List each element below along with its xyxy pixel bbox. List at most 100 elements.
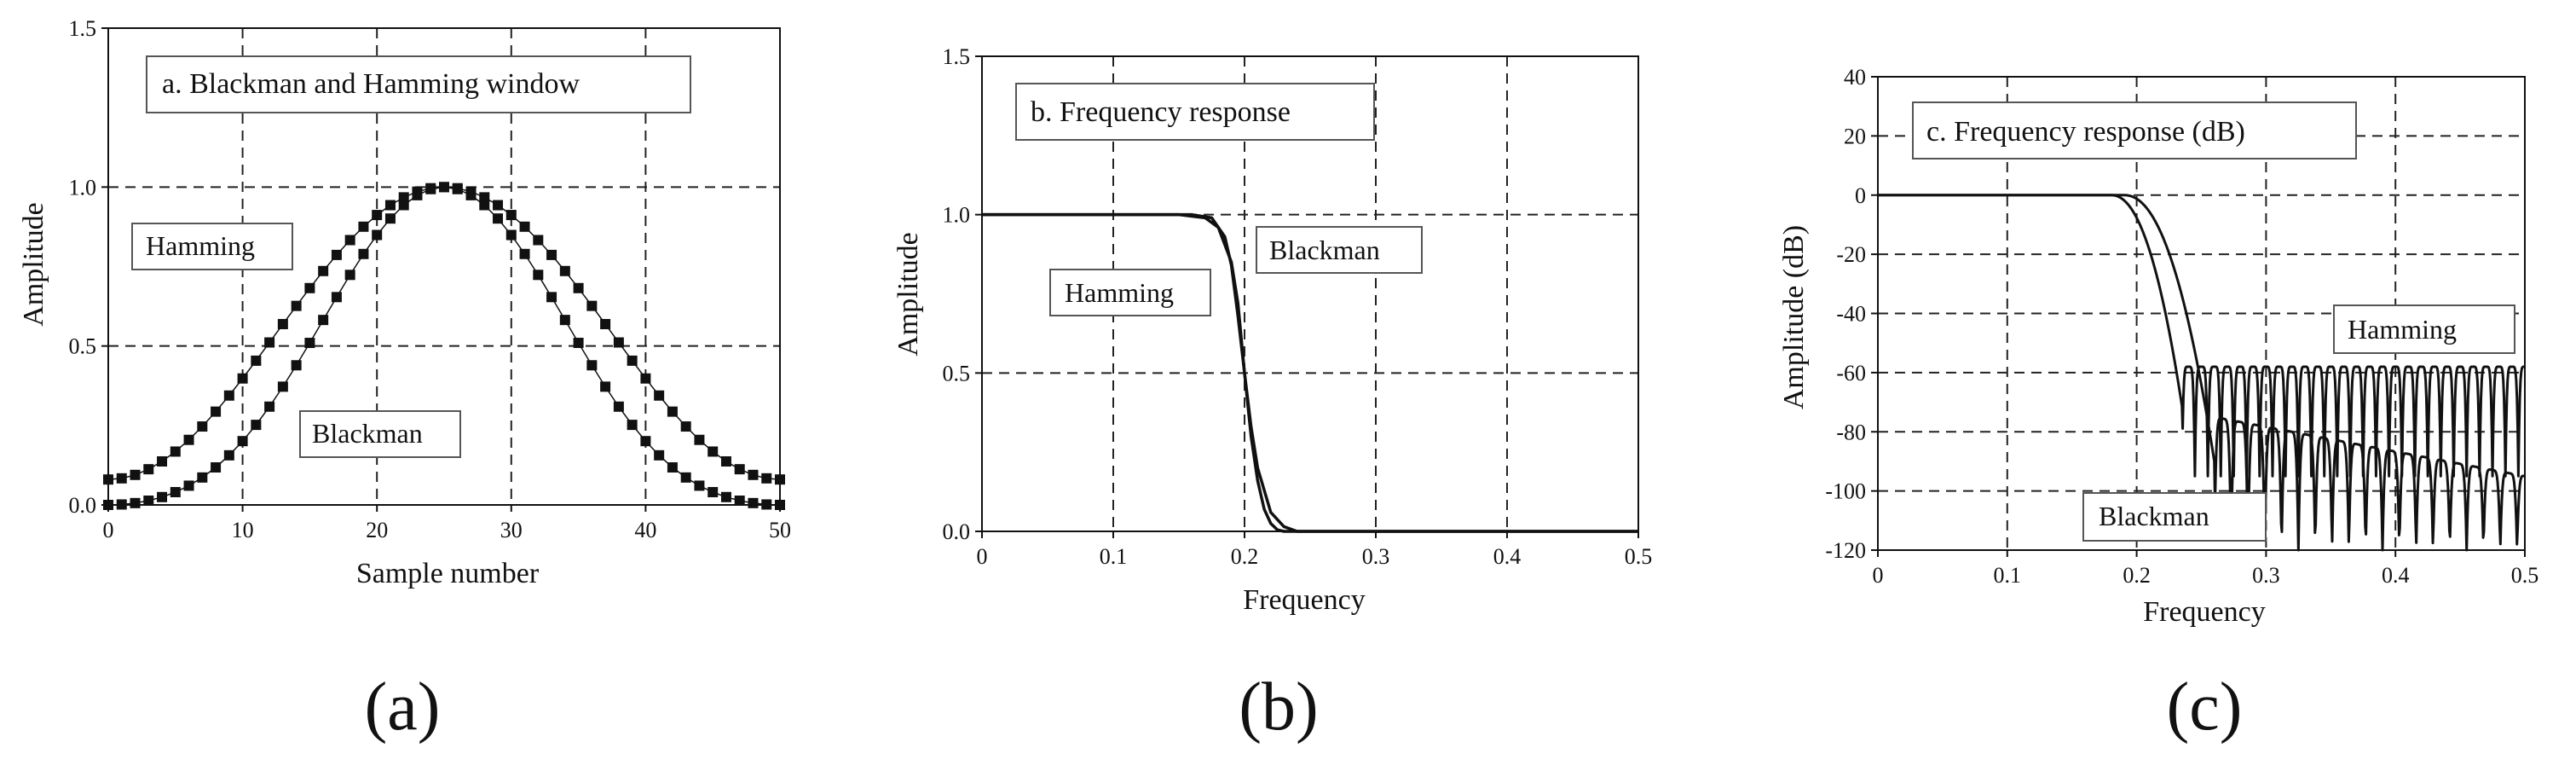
data-point-hamming — [479, 192, 490, 203]
panel-c-frequency-response-db: 0 0.1 0.2 0.3 0.4 0.5 40 20 0 -20 -40 -60 -80 -100 -12… — [1778, 65, 2538, 745]
legend-blackman-label-b: Blackman — [1269, 235, 1380, 265]
x-axis-title-a: Sample number — [356, 558, 540, 589]
y-axis-title-a: Amplitude — [18, 202, 49, 326]
data-point-hamming — [654, 390, 665, 401]
data-point-blackman — [384, 213, 396, 224]
data-point-hamming — [157, 455, 168, 467]
data-point-hamming — [384, 200, 396, 211]
data-point-blackman — [211, 462, 222, 473]
y-tick-label: 0.0 — [943, 519, 971, 544]
y-tick-label: 0.0 — [69, 493, 97, 518]
data-point-blackman — [573, 338, 584, 349]
data-point-blackman — [640, 436, 651, 447]
legend-blackman-a: Blackman — [299, 410, 461, 458]
legend-hamming-label-b: Hamming — [1065, 277, 1174, 308]
data-point-blackman — [291, 360, 302, 371]
series-line-blackman — [982, 212, 1638, 533]
data-point-blackman — [223, 449, 234, 461]
y-tick-label: 0 — [1855, 183, 1866, 208]
data-point-blackman — [372, 229, 383, 241]
panel-a-title: a. Blackman and Hamming window — [162, 68, 580, 100]
data-point-hamming — [372, 210, 383, 221]
panel-c-title: c. Frequency response (dB) — [1926, 116, 2245, 148]
plot-frame-b — [981, 55, 1639, 532]
data-point-hamming — [708, 446, 719, 457]
data-point-blackman — [519, 248, 530, 259]
data-point-hamming — [211, 406, 222, 417]
data-point-hamming — [170, 446, 181, 457]
data-point-blackman — [331, 292, 342, 303]
data-point-hamming — [559, 265, 570, 276]
data-point-blackman — [130, 497, 141, 508]
data-point-hamming — [264, 337, 275, 348]
y-tick-label: 1.5 — [69, 16, 97, 41]
data-point-hamming — [640, 373, 651, 384]
data-point-blackman — [708, 487, 719, 498]
data-point-hamming — [493, 200, 504, 211]
legend-blackman-label-a: Blackman — [312, 418, 423, 449]
y-tick-label: -120 — [1825, 538, 1866, 563]
data-point-hamming — [613, 337, 624, 348]
plot-frame-a — [107, 27, 781, 506]
x-axis-title-b: Frequency — [1243, 584, 1366, 616]
y-tick-label: -60 — [1836, 361, 1866, 386]
data-point-blackman — [183, 480, 194, 491]
data-point-hamming — [291, 300, 302, 311]
data-point-blackman — [720, 491, 731, 502]
data-point-blackman — [425, 183, 436, 194]
y-tick-label: 0.5 — [69, 334, 97, 359]
data-point-hamming — [143, 464, 154, 475]
x-tick-label: 40 — [634, 518, 656, 542]
y-tick-label: -80 — [1836, 420, 1866, 444]
data-point-blackman — [439, 182, 449, 193]
data-point-blackman — [546, 292, 557, 303]
data-point-blackman — [613, 401, 624, 412]
data-point-hamming — [116, 473, 127, 484]
data-point-hamming — [680, 421, 691, 432]
x-tick-label: 0.5 — [2511, 563, 2539, 588]
data-point-blackman — [479, 200, 490, 211]
y-tick-label: 20 — [1844, 124, 1866, 148]
data-point-blackman — [586, 360, 598, 371]
x-tick-label: 0.1 — [1994, 563, 2022, 588]
series-a — [103, 182, 785, 510]
x-tick-label: 0.5 — [1625, 544, 1653, 569]
y-tick-label: 1.0 — [69, 175, 97, 200]
panel-caption-b: (b) — [1239, 670, 1318, 745]
data-point-hamming — [667, 406, 678, 417]
data-point-hamming — [505, 210, 517, 221]
ticks-c: 0 0.1 0.2 0.3 0.4 0.5 40 20 0 -20 -40 -60 -80 -100 -12… — [1825, 65, 2538, 588]
data-point-blackman — [559, 315, 570, 326]
legend-blackman-b: Blackman — [1256, 226, 1423, 274]
legend-hamming-a: Hamming — [131, 223, 293, 270]
data-point-blackman — [600, 381, 611, 392]
x-tick-label: 20 — [366, 518, 388, 542]
title-box-c: c. Frequency response (dB) — [1912, 101, 2357, 159]
x-tick-label: 0.3 — [1362, 544, 1390, 569]
legend-hamming-label-a: Hamming — [146, 230, 255, 261]
data-point-hamming — [183, 434, 194, 445]
data-point-hamming — [197, 421, 208, 432]
x-tick-label: 0.3 — [2252, 563, 2280, 588]
data-point-blackman — [170, 487, 181, 498]
data-point-hamming — [304, 282, 315, 293]
panel-caption-a: (a) — [365, 670, 441, 745]
data-point-blackman — [277, 381, 288, 392]
data-point-blackman — [412, 189, 423, 200]
x-tick-label: 0.4 — [1493, 544, 1522, 569]
legend-hamming-b: Hamming — [1049, 269, 1211, 316]
y-tick-label: 1.5 — [943, 44, 971, 69]
data-point-blackman — [694, 480, 705, 491]
title-box-a: a. Blackman and Hamming window — [146, 55, 691, 113]
x-tick-label: 0.4 — [2382, 563, 2410, 588]
series-line-blackman — [1877, 194, 2526, 552]
y-tick-label: -20 — [1836, 242, 1866, 267]
x-axis-title-c: Frequency — [2143, 596, 2266, 628]
data-point-hamming — [748, 469, 759, 480]
legend-hamming-c: Hamming — [2333, 304, 2515, 354]
data-point-blackman — [533, 270, 544, 281]
x-tick-label: 10 — [232, 518, 254, 542]
data-point-hamming — [130, 469, 141, 480]
data-point-blackman — [465, 189, 477, 200]
data-point-blackman — [264, 401, 275, 412]
